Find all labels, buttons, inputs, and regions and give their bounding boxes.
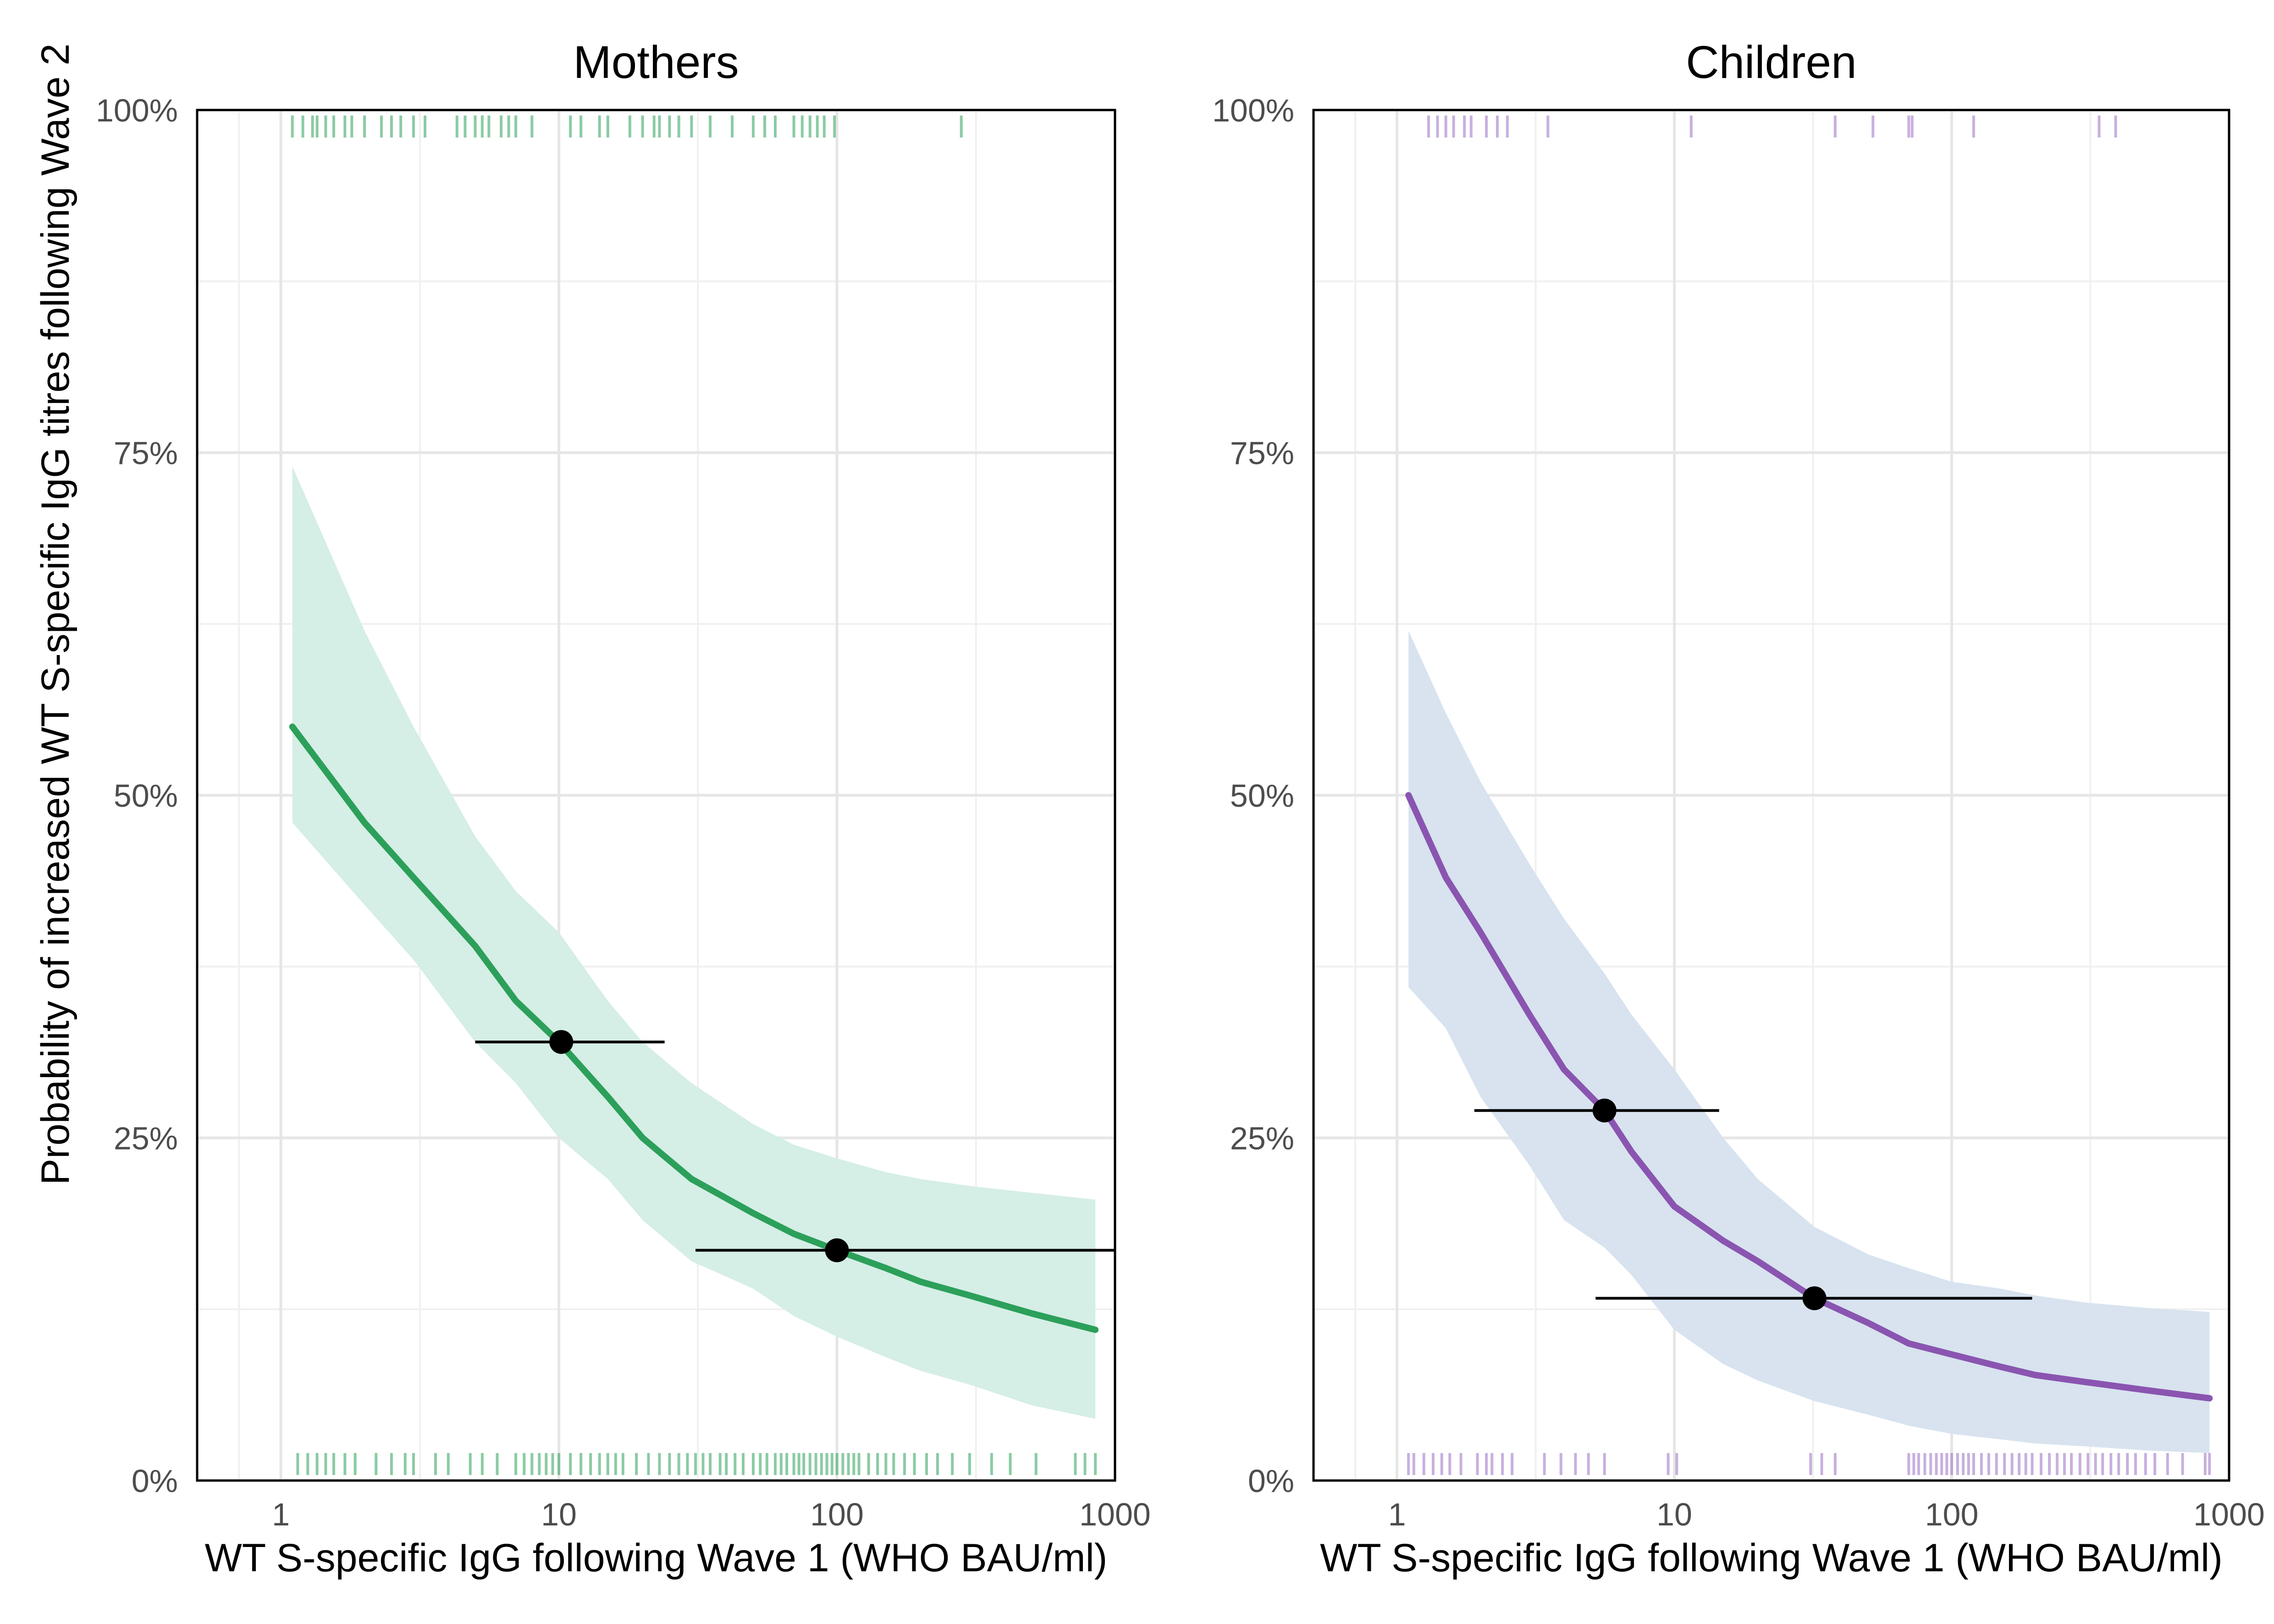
data-point [1802,1286,1827,1310]
y-tick-label: 50% [114,778,178,814]
confidence-band [1408,631,2210,1453]
panel-title: Mothers [573,37,739,88]
y-tick-label: 100% [96,93,178,128]
y-tick-label: 100% [1212,93,1294,128]
y-tick-label: 50% [1230,778,1294,814]
x-tick-label: 10 [1656,1497,1692,1532]
x-tick-label: 1000 [1079,1497,1151,1532]
data-point [825,1238,849,1262]
children-panel: 0% 25% 50% 75% 100% 1 10 100 1000 WT S-specific I… [1212,37,2265,1580]
rug-top [291,116,963,138]
fitted-curve [1405,792,2213,1402]
y-tick-label: 75% [114,435,178,471]
y-axis-label: Probability of increased WT S-specific I… [33,44,77,1185]
rug-top [1427,116,2117,138]
x-tick-label: 1 [272,1497,290,1532]
y-tick-label: 75% [1230,435,1294,471]
data-point [1592,1098,1617,1123]
x-tick-label: 1000 [2193,1497,2265,1532]
y-tick-label: 0% [1248,1463,1294,1499]
y-tick-label: 0% [132,1463,178,1499]
fitted-curve [289,723,1099,1333]
x-tick-label: 1 [1388,1497,1406,1532]
x-tick-label: 100 [1925,1497,1979,1532]
panel-title: Children [1686,37,1856,88]
data-point [549,1030,574,1054]
rug-bottom [1407,1453,2211,1475]
x-axis-label: WT S-specific IgG following Wave 1 (WHO … [205,1536,1108,1580]
y-tick-label: 25% [114,1121,178,1156]
mothers-panel: 0% 25% 50% 75% 100% 1 10 100 1000 WT S-specific I… [96,37,1151,1580]
confidence-band [292,466,1096,1419]
x-tick-label: 10 [541,1497,577,1532]
x-axis-label: WT S-specific IgG following Wave 1 (WHO … [1320,1536,2223,1580]
x-tick-label: 100 [810,1497,864,1532]
panel-frame [196,109,1116,1482]
rug-bottom [296,1453,1097,1475]
y-tick-label: 25% [1230,1121,1294,1156]
panel-frame [1312,109,2230,1482]
